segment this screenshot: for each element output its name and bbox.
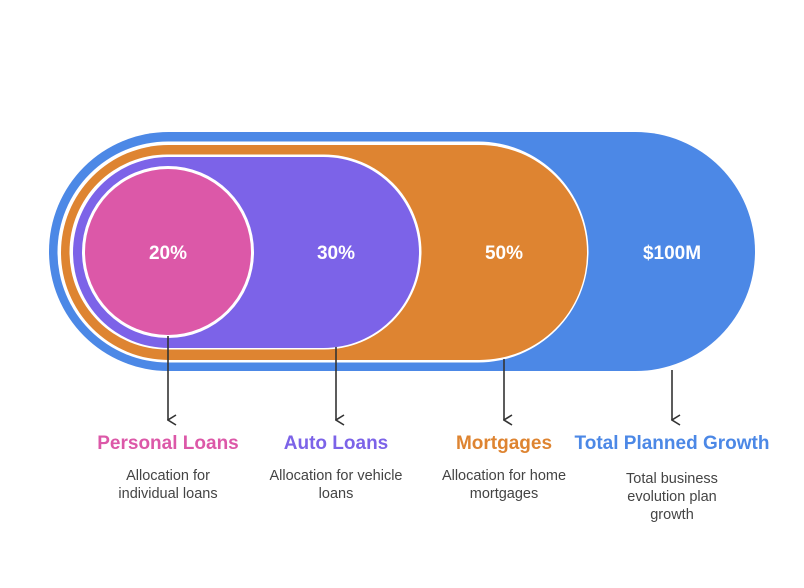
personal-loans-description: Allocation for individual loans [118,468,218,502]
personal-loans-value: 20% [149,243,187,264]
total-growth-label: Total Planned Growth [574,433,770,454]
mortgages-label: Mortgages [455,433,553,454]
total-growth-description: Total business evolution plan growth [626,471,718,523]
auto-loans-value: 30% [317,243,355,264]
auto-loans-label: Auto Loans [283,433,389,454]
personal-loans-shape [85,169,251,335]
mortgages-value: 50% [485,243,523,264]
total-growth-value: $100M [643,243,701,264]
auto-loans-description: Allocation for vehicle loans [269,468,403,502]
personal-loans-label: Personal Loans [97,433,239,454]
mortgages-description: Allocation for home mortgages [441,468,567,502]
